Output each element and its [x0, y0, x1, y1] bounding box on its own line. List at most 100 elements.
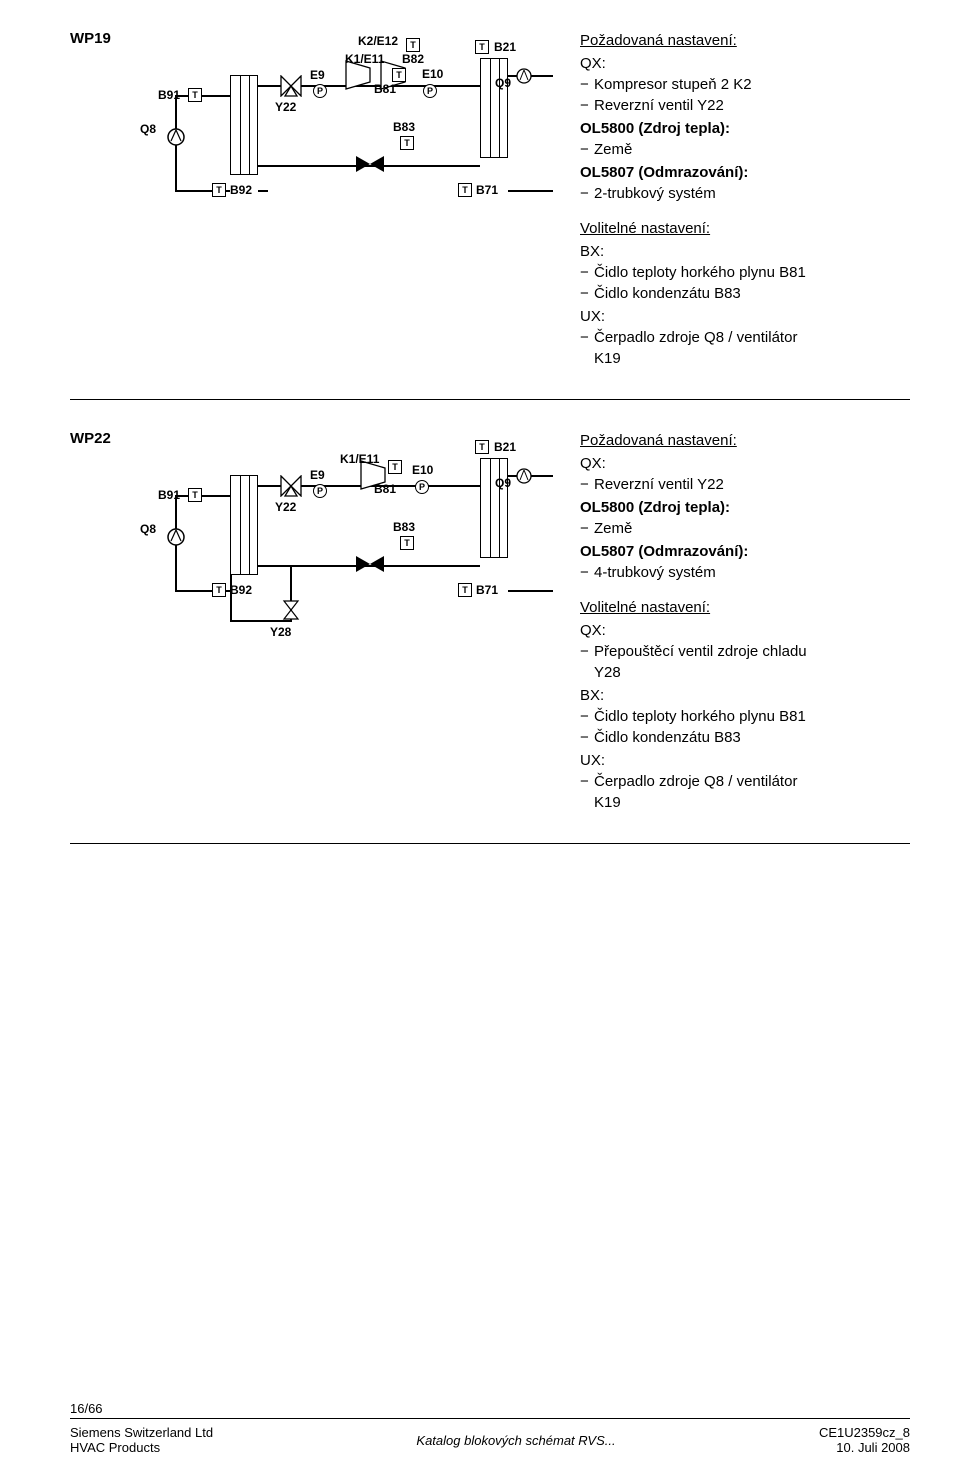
bx-label: BX:: [580, 241, 910, 262]
qx-item: Kompresor stupeň 2 K2: [580, 74, 910, 95]
ol5807-h: OL5807 (Odmrazování):: [580, 162, 910, 183]
qx-label: QX:: [580, 453, 910, 474]
footer-center: Katalog blokových schémat RVS...: [416, 1433, 615, 1448]
wp22-text: Požadovaná nastavení: QX: Reverzní venti…: [570, 430, 910, 813]
hx-right: [480, 458, 508, 558]
footer-right1: CE1U2359cz_8: [819, 1425, 910, 1440]
lbl-B91: B91: [158, 88, 180, 102]
lbl-B81: B81: [374, 482, 396, 496]
lbl-B81: B81: [374, 82, 396, 96]
wp22-diagram: Q8 B91 T T B92 E9 P Y22 K1/E11 T B81 E10…: [140, 430, 570, 650]
lbl-B82: B82: [402, 52, 424, 66]
p-icon: P: [313, 84, 327, 98]
p-icon: P: [415, 480, 429, 494]
t-icon: T: [458, 583, 472, 597]
lbl-Q9: Q9: [495, 476, 511, 490]
line: [230, 620, 292, 622]
page-footer: 16/66 Siemens Switzerland Ltd HVAC Produ…: [70, 1401, 910, 1455]
p-icon: P: [313, 484, 327, 498]
hx-right: [480, 58, 508, 158]
opt-heading: Volitelné nastavení:: [580, 597, 910, 618]
pump-icon: [516, 68, 532, 84]
hx-left: [230, 475, 258, 575]
lbl-E10: E10: [422, 67, 443, 81]
bx-item: Čidlo kondenzátu B83: [580, 283, 910, 304]
lbl-K2E12: K2/E12: [358, 34, 398, 48]
t-icon: T: [212, 583, 226, 597]
lbl-Y28: Y28: [270, 625, 291, 639]
bx-item: Čidlo teploty horkého plynu B81: [580, 706, 910, 727]
lbl-B21: B21: [494, 440, 516, 454]
footer-left2: HVAC Products: [70, 1440, 213, 1455]
ux-item: Čerpadlo zdroje Q8 / ventilátor: [580, 327, 910, 348]
ux-item: Čerpadlo zdroje Q8 / ventilátor: [580, 771, 910, 792]
hx-left: [230, 75, 258, 175]
lbl-B83: B83: [393, 120, 415, 134]
footer-right2: 10. Juli 2008: [819, 1440, 910, 1455]
t-icon: T: [458, 183, 472, 197]
wp22-label: WP22: [70, 430, 140, 447]
wp22-row: WP22: [70, 430, 910, 813]
pump-icon: [167, 528, 185, 546]
expansion-valve-icon: [355, 555, 385, 573]
lbl-E10: E10: [412, 463, 433, 477]
lbl-E9: E9: [310, 468, 325, 482]
lbl-Y22: Y22: [275, 500, 296, 514]
t-icon: T: [400, 536, 414, 550]
wp19-text: Požadovaná nastavení: QX: Kompresor stup…: [570, 30, 910, 369]
qx-item: Reverzní ventil Y22: [580, 95, 910, 116]
bx-item: Čidlo teploty horkého plynu B81: [580, 262, 910, 283]
wp19-row: WP19: [70, 30, 910, 369]
footer-page: 16/66: [70, 1401, 910, 1416]
line: [258, 190, 268, 192]
expansion-valve-icon: [355, 155, 385, 173]
qx-label: QX:: [580, 53, 910, 74]
wp19-diagram: Q8 B91 T T B92 E9 P Y22 K2/E12 T K1/E11 …: [140, 30, 570, 220]
lbl-Q8: Q8: [140, 122, 156, 136]
lbl-Q8: Q8: [140, 522, 156, 536]
t-icon: T: [212, 183, 226, 197]
p-icon: P: [423, 84, 437, 98]
lbl-K1E11: K1/E11: [345, 52, 384, 66]
separator: [70, 843, 910, 844]
t-icon: T: [392, 68, 406, 82]
line: [508, 590, 553, 592]
lbl-B92: B92: [230, 183, 252, 197]
line: [508, 190, 553, 192]
ux-item-cont: K19: [580, 792, 910, 813]
t-icon: T: [188, 488, 202, 502]
ux-label: UX:: [580, 750, 910, 771]
lbl-B21: B21: [494, 40, 516, 54]
qx2-label: QX:: [580, 620, 910, 641]
ol5807-h: OL5807 (Odmrazování):: [580, 541, 910, 562]
wp22-diagram-col: Q8 B91 T T B92 E9 P Y22 K1/E11 T B81 E10…: [140, 430, 570, 650]
valve-icon: [280, 475, 302, 497]
lbl-B91: B91: [158, 488, 180, 502]
ol5800-item: Země: [580, 518, 910, 539]
bx-label: BX:: [580, 685, 910, 706]
lbl-Y22: Y22: [275, 100, 296, 114]
line: [175, 495, 230, 497]
bx-item: Čidlo kondenzátu B83: [580, 727, 910, 748]
t-icon: T: [188, 88, 202, 102]
lbl-B92: B92: [230, 583, 252, 597]
t-icon: T: [475, 40, 489, 54]
ol5800-item: Země: [580, 139, 910, 160]
lbl-B71: B71: [476, 183, 498, 197]
ux-item-cont: K19: [580, 348, 910, 369]
valve-icon: [280, 75, 302, 97]
lbl-E9: E9: [310, 68, 325, 82]
wp19-diagram-col: Q8 B91 T T B92 E9 P Y22 K2/E12 T K1/E11 …: [140, 30, 570, 220]
wp19-label: WP19: [70, 30, 140, 47]
lbl-B71: B71: [476, 583, 498, 597]
qx-item: Reverzní ventil Y22: [580, 474, 910, 495]
t-icon: T: [406, 38, 420, 52]
footer-left: Siemens Switzerland Ltd HVAC Products: [70, 1425, 213, 1455]
ol5807-item: 4-trubkový systém: [580, 562, 910, 583]
valve-icon: [281, 600, 301, 620]
lbl-K1E11: K1/E11: [340, 452, 379, 466]
qx2-item: Přepouštěcí ventil zdroje chladu: [580, 641, 910, 662]
line: [230, 575, 232, 620]
line: [175, 95, 230, 97]
req-heading: Požadovaná nastavení:: [580, 30, 910, 51]
